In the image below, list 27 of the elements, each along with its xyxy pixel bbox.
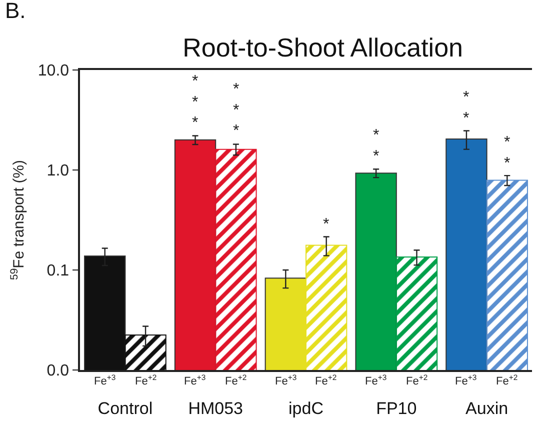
x-tick-label: Control [98, 399, 153, 418]
x-tick-label: Auxin [466, 399, 508, 418]
chart-title: Root-to-Shoot Allocation [182, 32, 463, 63]
text: Fe$^{+3}$ [365, 373, 387, 388]
y-tick-label: 1.0 [46, 162, 70, 180]
text: Fe$^{+2}$ [135, 373, 157, 388]
x-tick-label: HM053 [188, 399, 244, 418]
text: Fe$^{+3}$ [184, 373, 206, 388]
data-label: ** [373, 127, 380, 165]
text: Fe$^{+2}$ [225, 373, 247, 388]
data-label: ** [463, 89, 470, 127]
text: Fe$^{+3}$ [94, 373, 116, 388]
text: B. [5, 0, 26, 23]
y-tick-label: 10.0 [38, 62, 70, 80]
y-tick-label: 0.0 [46, 362, 70, 380]
x-tick-label: ipdC [288, 399, 324, 418]
series-label: Fe$^{+3}$ [455, 373, 477, 388]
data-label: * [323, 216, 330, 233]
text: Fe$^{+3}$ [275, 373, 297, 388]
x-tick-label: FP10 [376, 399, 417, 418]
text: Fe$^{+2}$ [406, 373, 428, 388]
data-label: *** [192, 73, 198, 132]
data-label: ** [504, 134, 510, 172]
series-label: Fe$^{+2}$ [315, 373, 337, 388]
data-label: *** [233, 81, 240, 140]
text: Fe$^{+2}$ [496, 373, 518, 388]
y-tick-label: 0.1 [46, 262, 70, 280]
